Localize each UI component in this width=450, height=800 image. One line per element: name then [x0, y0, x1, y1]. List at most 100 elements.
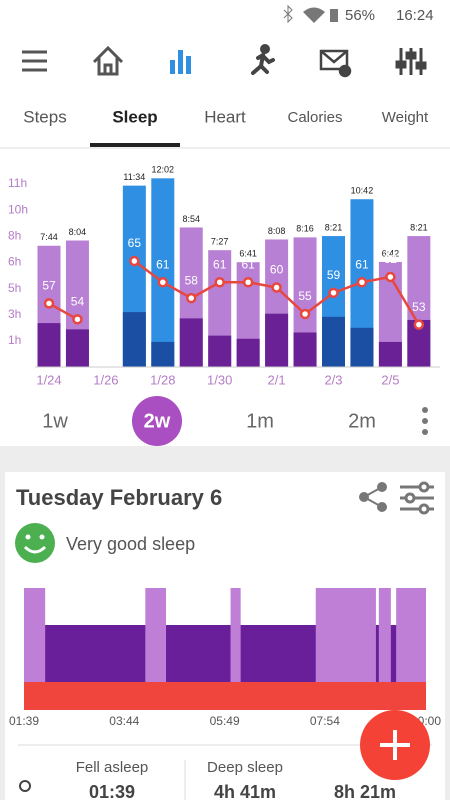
bar-label: 8:54 — [182, 214, 200, 224]
bar-label: 8:08 — [268, 226, 286, 236]
range-button[interactable]: 2w — [144, 410, 171, 432]
bar-label: 8:21 — [410, 222, 428, 232]
clock: 16:24 — [396, 7, 434, 24]
sleep-bar — [151, 341, 175, 367]
x-tick-label: 07:54 — [310, 714, 340, 728]
y-tick-label: 10h — [8, 202, 28, 216]
score-label: 58 — [185, 273, 199, 287]
tab-indicator — [90, 143, 180, 147]
rating-icon — [15, 523, 55, 563]
sleep-bar — [65, 329, 89, 367]
sleep-bar — [236, 338, 260, 367]
stat-label: Fell asleep — [76, 759, 149, 776]
score-point — [356, 276, 368, 288]
x-tick-label: 2/3 — [324, 372, 342, 387]
sleep-chart: 1h 3h 5h 6h 8h 10h 11h 1/24 1/26 1/28 1/30 2/1 2/3 2/… — [8, 165, 440, 387]
add-button[interactable] — [360, 710, 430, 780]
score-point — [72, 314, 83, 325]
range-selector: 1w 2w 1m 2m — [42, 396, 376, 446]
tab[interactable]: Calories — [287, 109, 342, 126]
x-tick-label: 03:44 — [109, 714, 139, 728]
y-tick-label: 3h — [8, 307, 21, 321]
score-label: 61 — [213, 257, 227, 271]
score-label: 61 — [241, 257, 255, 271]
x-tick-label: 1/28 — [150, 372, 175, 387]
sleep-bar — [122, 312, 146, 367]
score-point — [43, 298, 55, 309]
settings-button[interactable] — [395, 48, 427, 75]
rating-text: Very good sleep — [66, 534, 195, 554]
tab[interactable]: Steps — [23, 107, 66, 126]
bar-label: 8:16 — [296, 224, 314, 234]
score-point — [214, 276, 225, 288]
x-tick-label: 05:49 — [210, 714, 240, 728]
score-label: 61 — [355, 257, 369, 271]
score-label: 54 — [71, 294, 85, 308]
score-point — [328, 287, 339, 299]
activity-button[interactable] — [251, 44, 275, 75]
x-tick-label: 1/26 — [93, 372, 118, 387]
score-label: 60 — [270, 263, 284, 277]
score-point — [271, 282, 282, 293]
score-point — [413, 319, 425, 330]
sleep-bar — [37, 323, 61, 367]
awake-segment — [145, 588, 167, 710]
sleep-bar — [378, 341, 402, 367]
sleep-bar — [208, 335, 232, 367]
y-tick-label: 1h — [8, 333, 21, 347]
more-button[interactable] — [422, 407, 428, 435]
score-point — [186, 292, 197, 304]
night-chart: 01:39 03:44 05:49 07:54 10:00 — [9, 588, 441, 728]
filter-button[interactable] — [400, 481, 434, 515]
range-button[interactable]: 1m — [246, 410, 274, 432]
bar-label: 6:41 — [239, 249, 257, 259]
stats-button[interactable] — [170, 50, 191, 74]
score-label: 62 — [384, 252, 398, 266]
range-button[interactable]: 1w — [42, 410, 68, 432]
score-point — [242, 276, 254, 288]
y-tick-label: 11h — [8, 176, 27, 190]
score-label: 53 — [412, 300, 426, 314]
range-highlight — [132, 396, 182, 446]
stat-value: 4h 41m — [214, 782, 276, 800]
stat-value: 01:39 — [89, 782, 135, 800]
score-point — [299, 308, 311, 320]
sleep-bar — [293, 332, 317, 367]
bar-label: 6:42 — [382, 248, 400, 258]
score-label: 65 — [128, 236, 142, 250]
bar-label: 7:27 — [211, 237, 229, 247]
x-tick-label: 1/30 — [207, 372, 232, 387]
sleep-bar — [179, 318, 203, 367]
wifi-icon — [303, 7, 325, 23]
score-label: 55 — [298, 289, 312, 303]
sleep-bar — [350, 327, 374, 367]
bullet — [19, 780, 31, 792]
tab[interactable]: Heart — [204, 107, 246, 126]
x-tick-label: 1/24 — [36, 372, 61, 387]
awake-segment — [378, 588, 391, 710]
sleep-bar — [265, 313, 289, 367]
share-button[interactable] — [359, 482, 387, 512]
range-button[interactable]: 2m — [348, 410, 376, 432]
score-label: 57 — [42, 279, 56, 293]
sleep-bar — [151, 178, 175, 367]
home-button[interactable] — [92, 45, 124, 76]
messages-button[interactable] — [319, 49, 352, 78]
awake-segment — [230, 588, 241, 710]
x-tick-label: 2/5 — [381, 372, 399, 387]
bar-label: 8:21 — [325, 222, 343, 232]
y-tick-label: 6h — [8, 255, 21, 269]
battery: 56% — [345, 7, 375, 24]
awake-segment — [24, 588, 46, 710]
menu-button[interactable] — [22, 50, 47, 72]
sleep-bar — [407, 319, 431, 367]
tab[interactable]: Sleep — [112, 107, 157, 126]
tab-bar: Steps Sleep Heart Calories Weight — [23, 107, 429, 126]
score-point — [385, 271, 396, 283]
bluetooth-icon — [283, 4, 293, 24]
stats-row: Fell asleep 01:39 Deep sleep 4h 41m 8h 21m — [76, 759, 396, 800]
bar-label: 11:34 — [123, 172, 145, 182]
tab[interactable]: Weight — [382, 109, 429, 126]
